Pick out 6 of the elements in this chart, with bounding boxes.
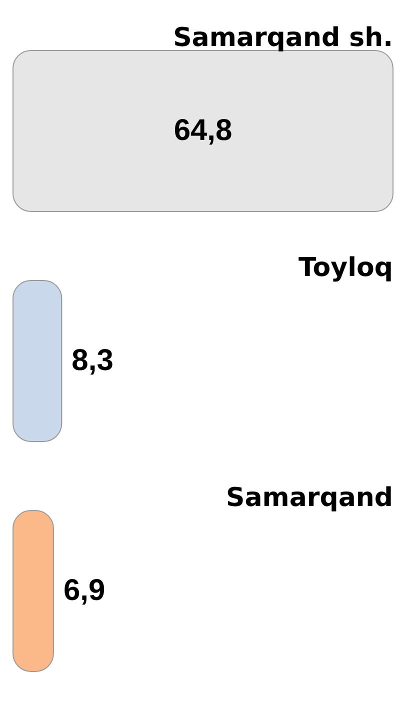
y-tick-label: Samarqand sh.: [173, 23, 393, 53]
y-tick-label: Toyloq: [298, 253, 393, 283]
data-label: 8,3: [72, 344, 114, 377]
y-tick-label: Samarqand: [226, 483, 393, 513]
data-label: 64,8: [174, 114, 232, 147]
data-label: 6,9: [63, 574, 106, 607]
